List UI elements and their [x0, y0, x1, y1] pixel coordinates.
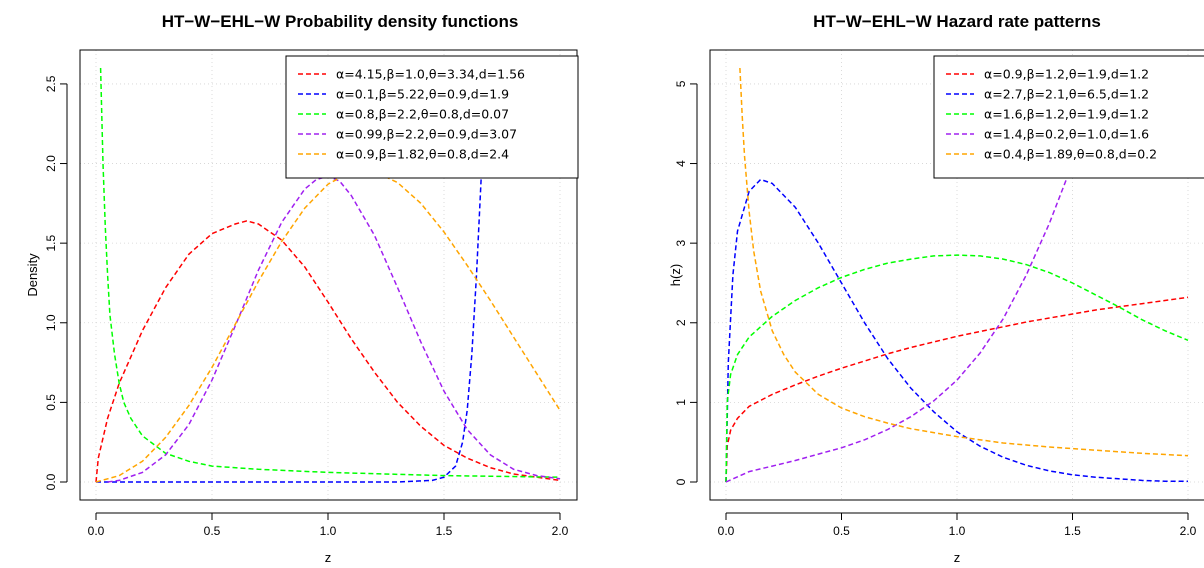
density-x-tick-label: 0.5 — [204, 524, 221, 538]
density-y-axis: 0.0 0.5 1.0 1.5 2.0 2.5 — [44, 75, 68, 490]
density-x-axis-label: z — [325, 550, 332, 565]
density-y-tick-label: 1.0 — [44, 314, 58, 331]
density-legend-label-4: α=0.9,β=1.82,θ=0.8,d=2.4 — [336, 147, 509, 162]
hazard-y-axis: 0 1 2 3 4 5 — [674, 80, 698, 485]
hazard-y-tick-label: 4 — [674, 160, 688, 167]
density-x-tick-label: 0.0 — [88, 524, 105, 538]
hazard-x-tick-label: 0.0 — [718, 524, 735, 538]
hazard-y-axis-label: h(z) — [668, 264, 683, 286]
density-series-line-2 — [99, 67, 561, 478]
hazard-legend: α=0.9,β=1.2,θ=1.9,d=1.2 α=2.7,β=2.1,θ=6.5… — [933, 55, 1204, 179]
hazard-y-tick-label: 5 — [674, 80, 688, 87]
density-x-tick-label: 1.5 — [436, 524, 453, 538]
density-legend-label-2: α=0.8,β=2.2,θ=0.8,d=0.07 — [336, 107, 509, 122]
hazard-x-tick-label: 1.5 — [1064, 524, 1081, 538]
hazard-chart-panel: HT−W−EHL−W Hazard rate patterns 0.0 0.5 1.… — [668, 12, 1204, 565]
hazard-legend-label-1: α=2.7,β=2.1,θ=6.5,d=1.2 — [984, 87, 1149, 102]
hazard-legend-label-0: α=0.9,β=1.2,θ=1.9,d=1.2 — [984, 67, 1149, 82]
density-y-axis-label: Density — [25, 253, 40, 297]
hazard-y-tick-label: 2 — [674, 319, 688, 326]
density-legend-label-3: α=0.99,β=2.2,θ=0.9,d=3.07 — [336, 127, 517, 142]
hazard-legend-box — [933, 55, 1204, 179]
density-legend-label-1: α=0.1,β=5.22,θ=0.9,d=1.9 — [336, 87, 509, 102]
hazard-legend-label-4: α=0.4,β=1.89,θ=0.8,d=0.2 — [984, 147, 1157, 162]
hazard-plot-frame — [709, 49, 1204, 501]
density-series-line-1 — [96, 67, 492, 483]
hazard-x-axis-label: z — [954, 550, 961, 565]
density-series-line-3 — [107, 175, 561, 483]
hazard-x-tick-label: 2.0 — [1180, 524, 1197, 538]
hazard-y-tick-label: 0 — [674, 478, 688, 485]
hazard-x-axis: 0.0 0.5 1.0 1.5 2.0 — [718, 512, 1197, 538]
density-y-tick-label: 2.0 — [44, 155, 58, 172]
density-y-tick-label: 2.5 — [44, 75, 58, 92]
density-series-line-4 — [95, 170, 561, 483]
density-x-tick-label: 1.0 — [320, 524, 337, 538]
density-plot-frame — [79, 49, 578, 501]
hazard-legend-label-2: α=1.6,β=1.2,θ=1.9,d=1.2 — [984, 107, 1149, 122]
hazard-series-line-2 — [725, 254, 1189, 483]
density-x-tick-label: 2.0 — [552, 524, 569, 538]
density-chart-panel: HT−W−EHL−W Probability density functions… — [25, 12, 579, 565]
density-chart-title: HT−W−EHL−W Probability density functions — [162, 12, 519, 31]
density-y-tick-label: 1.5 — [44, 234, 58, 251]
hazard-x-tick-label: 1.0 — [949, 524, 966, 538]
hazard-chart-title: HT−W−EHL−W Hazard rate patterns — [813, 12, 1101, 31]
density-y-tick-label: 0.0 — [44, 473, 58, 490]
density-y-tick-label: 0.5 — [44, 394, 58, 411]
hazard-y-tick-label: 1 — [674, 399, 688, 406]
hazard-series-line-3 — [725, 67, 1108, 483]
density-legend-label-0: α=4.15,β=1.0,θ=3.34,d=1.56 — [336, 67, 525, 82]
density-x-axis: 0.0 0.5 1.0 1.5 2.0 — [88, 512, 569, 538]
density-series-line-0 — [95, 220, 561, 483]
hazard-series-line-0 — [725, 296, 1189, 483]
hazard-x-tick-label: 0.5 — [833, 524, 850, 538]
hazard-series-line-4 — [739, 67, 1189, 457]
density-legend: α=4.15,β=1.0,θ=3.34,d=1.56 α=0.1,β=5.22,θ… — [285, 55, 579, 179]
hazard-y-tick-label: 3 — [674, 239, 688, 246]
hazard-legend-label-3: α=1.4,β=0.2,θ=1.0,d=1.6 — [984, 127, 1149, 142]
density-legend-box — [285, 55, 579, 179]
hazard-plot-lines — [725, 67, 1189, 483]
hazard-series-line-1 — [725, 178, 1188, 483]
